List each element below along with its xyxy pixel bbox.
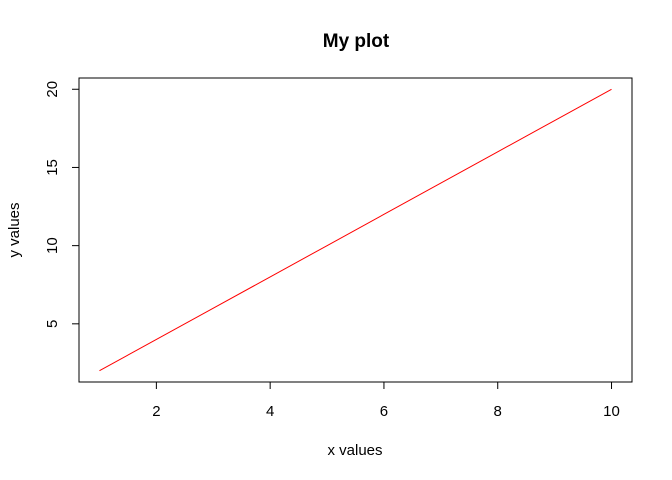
y-tick-label: 5	[44, 320, 61, 328]
x-axis-label: x values	[327, 442, 382, 459]
x-tick-label: 6	[380, 403, 388, 420]
y-tick-label: 15	[44, 159, 61, 176]
y-tick-label: 20	[44, 81, 61, 98]
x-tick-label: 8	[494, 403, 502, 420]
x-axis: 2 4 6 8 10	[152, 381, 620, 420]
y-tick-label: 10	[44, 237, 61, 254]
x-tick-label: 4	[266, 403, 274, 420]
series-layer	[99, 88, 612, 372]
series-line	[99, 88, 612, 372]
x-tick-label: 10	[603, 403, 620, 420]
chart-title: My plot	[323, 31, 390, 52]
y-axis: 5 10 15 20	[44, 81, 80, 328]
y-axis-label: y values	[6, 202, 23, 257]
x-tick-label: 2	[152, 403, 160, 420]
